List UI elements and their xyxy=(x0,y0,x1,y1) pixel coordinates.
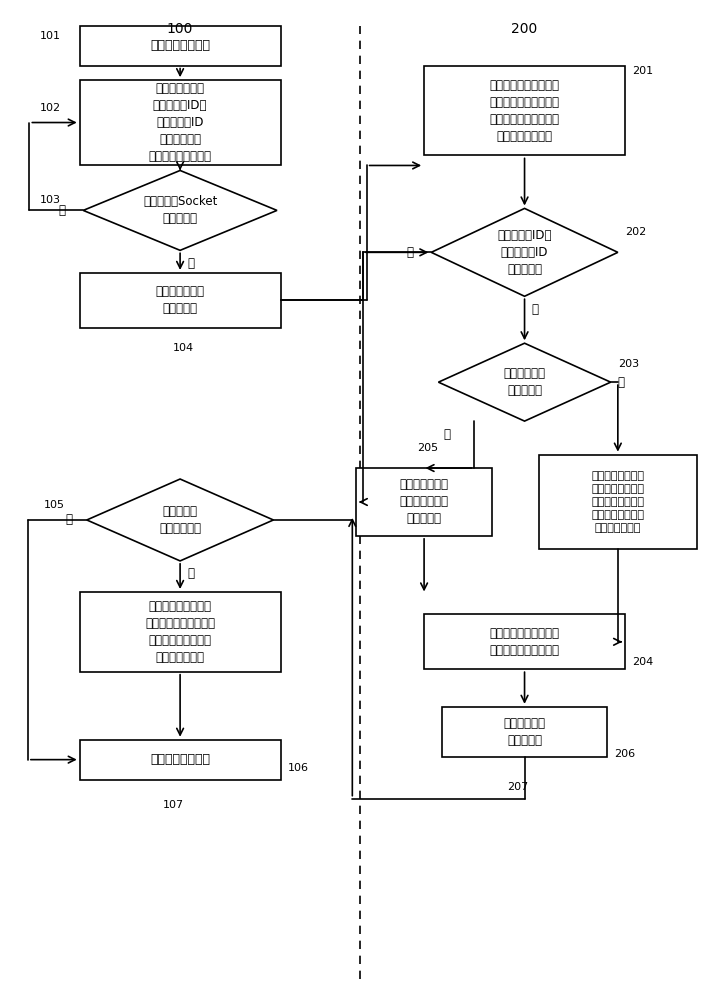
Text: 解析返回参数包，判
断过程调用是否成功，
向调用主体返回经解
析的返回参数包: 解析返回参数包，判 断过程调用是否成功， 向调用主体返回经解 析的返回参数包 xyxy=(145,600,215,664)
Bar xyxy=(424,66,625,155)
Bar xyxy=(80,273,280,328)
Text: 将执行系统接口对象的
结果封装成返回参数包: 将执行系统接口对象的 结果封装成返回参数包 xyxy=(490,627,559,657)
Text: 是否有空闲的
工作线程？: 是否有空闲的 工作线程？ xyxy=(503,367,546,397)
Polygon shape xyxy=(431,208,618,296)
Polygon shape xyxy=(83,170,277,250)
Text: 106: 106 xyxy=(288,763,308,773)
Text: 远程过程调用结束: 远程过程调用结束 xyxy=(150,753,210,766)
Text: 200: 200 xyxy=(511,22,538,36)
Text: 201: 201 xyxy=(632,66,654,76)
Text: 是: 是 xyxy=(532,303,539,316)
Text: 封装成包括过程
调用失败信息的
返回参数包: 封装成包括过程 调用失败信息的 返回参数包 xyxy=(400,478,449,525)
Text: 建立套接字Socket
链接成功？: 建立套接字Socket 链接成功？ xyxy=(143,195,217,225)
Polygon shape xyxy=(87,479,273,561)
Text: 207: 207 xyxy=(507,782,528,792)
Text: 判断过程调
用是否超时？: 判断过程调 用是否超时？ xyxy=(159,505,201,535)
Text: 204: 204 xyxy=(632,657,654,667)
Text: 100: 100 xyxy=(167,22,193,36)
Bar xyxy=(539,455,697,549)
Text: 是: 是 xyxy=(65,513,73,526)
Text: 202: 202 xyxy=(625,227,646,237)
Text: 107: 107 xyxy=(162,800,183,810)
Text: 否: 否 xyxy=(188,567,194,580)
Bar xyxy=(80,740,280,780)
Text: 对象标识码ID和
接口标识码ID
是否合法？: 对象标识码ID和 接口标识码ID 是否合法？ xyxy=(498,229,551,276)
Text: 104: 104 xyxy=(173,343,194,353)
Text: 是: 是 xyxy=(188,257,194,270)
Bar xyxy=(80,592,280,672)
Text: 101: 101 xyxy=(40,31,61,41)
Polygon shape xyxy=(439,343,610,421)
Text: 发送返回参数
包至客户端: 发送返回参数 包至客户端 xyxy=(503,717,546,747)
Text: 否: 否 xyxy=(406,246,413,259)
Text: 205: 205 xyxy=(417,443,439,453)
Text: 103: 103 xyxy=(40,195,61,205)
Bar xyxy=(442,707,607,757)
Bar xyxy=(80,26,280,66)
Text: 由调用主体输入
对象标识码ID、
接口标识码ID
和设置参数，
并封装为调用数据包: 由调用主体输入 对象标识码ID、 接口标识码ID 和设置参数， 并封装为调用数据… xyxy=(149,82,211,163)
Text: 服务器端初始化，系统
对象池加载系统接口对
象，设置系统线程池内
各线程为空闲状态: 服务器端初始化，系统 对象池加载系统接口对 象，设置系统线程池内 各线程为空闲状… xyxy=(490,79,559,143)
Text: 发送调用数据包
至服务器端: 发送调用数据包 至服务器端 xyxy=(155,285,205,315)
Text: 将系统接口对象和
设置参数输入至工
作线程，启动工作
线程执行系统接口
对象的处理过程: 将系统接口对象和 设置参数输入至工 作线程，启动工作 线程执行系统接口 对象的处… xyxy=(591,471,644,533)
Text: 否: 否 xyxy=(58,204,65,217)
Text: 105: 105 xyxy=(44,500,65,510)
Text: 203: 203 xyxy=(618,359,639,369)
Text: 206: 206 xyxy=(614,749,636,759)
Bar xyxy=(356,468,493,536)
Bar xyxy=(424,614,625,669)
Text: 启用远程过程调用: 启用远程过程调用 xyxy=(150,39,210,52)
Bar xyxy=(80,80,280,165)
Text: 是: 是 xyxy=(618,376,625,389)
Text: 否: 否 xyxy=(444,428,451,441)
Text: 102: 102 xyxy=(40,103,61,113)
